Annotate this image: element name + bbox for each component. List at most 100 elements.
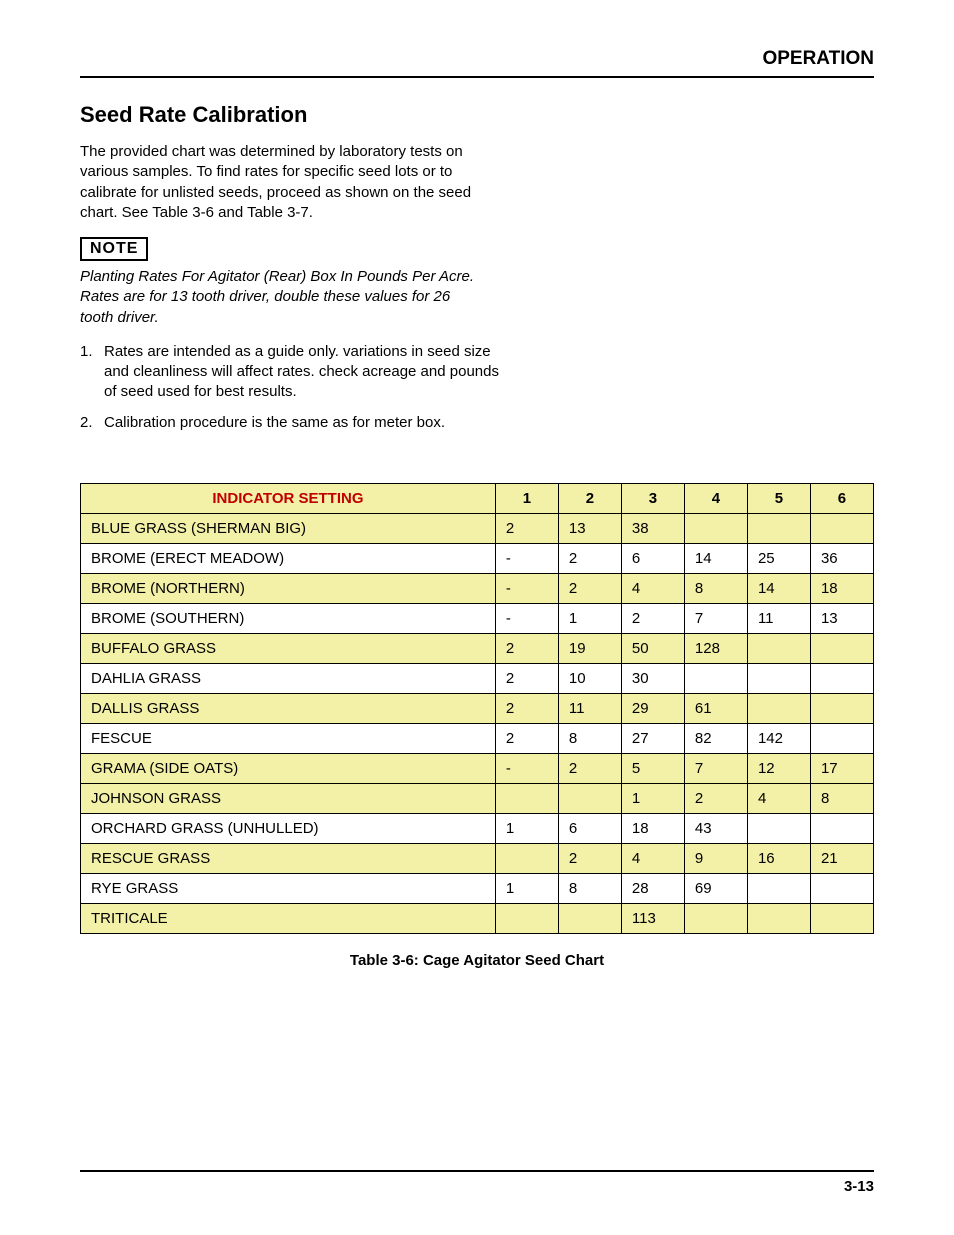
value-cell: 1 <box>621 783 684 813</box>
value-cell: - <box>495 573 558 603</box>
header-section-label: OPERATION <box>762 48 874 70</box>
value-cell: 14 <box>747 573 810 603</box>
value-cell: 19 <box>558 633 621 663</box>
value-cell: 38 <box>621 513 684 543</box>
value-cell <box>747 693 810 723</box>
value-cell: - <box>495 753 558 783</box>
seed-name-cell: DAHLIA GRASS <box>81 663 496 693</box>
page-footer: 3-13 <box>80 1170 874 1195</box>
page-number: 3-13 <box>844 1178 874 1195</box>
value-cell: - <box>495 603 558 633</box>
value-cell: 8 <box>558 723 621 753</box>
value-cell <box>495 843 558 873</box>
value-cell: 8 <box>684 573 747 603</box>
value-cell: 11 <box>747 603 810 633</box>
value-cell: 1 <box>495 813 558 843</box>
list-text: Rates are intended as a guide only. vari… <box>104 342 500 403</box>
value-cell: 8 <box>810 783 873 813</box>
page-header: OPERATION <box>80 48 874 78</box>
value-cell: 4 <box>621 573 684 603</box>
value-cell: 7 <box>684 603 747 633</box>
col-header-6: 6 <box>810 483 873 513</box>
table-row: FESCUE282782142 <box>81 723 874 753</box>
table-caption: Table 3-6: Cage Agitator Seed Chart <box>80 952 874 969</box>
value-cell <box>810 693 873 723</box>
seed-name-cell: BROME (ERECT MEADOW) <box>81 543 496 573</box>
notes-list: 1. Rates are intended as a guide only. v… <box>80 342 500 433</box>
value-cell <box>747 873 810 903</box>
col-header-4: 4 <box>684 483 747 513</box>
value-cell: 11 <box>558 693 621 723</box>
section-title: Seed Rate Calibration <box>80 102 874 128</box>
seed-name-cell: BLUE GRASS (SHERMAN BIG) <box>81 513 496 543</box>
col-header-1: 1 <box>495 483 558 513</box>
value-cell: 12 <box>747 753 810 783</box>
value-cell: 30 <box>621 663 684 693</box>
value-cell <box>810 663 873 693</box>
value-cell <box>558 903 621 933</box>
value-cell: 5 <box>621 753 684 783</box>
value-cell: 142 <box>747 723 810 753</box>
value-cell <box>810 513 873 543</box>
value-cell: 1 <box>495 873 558 903</box>
value-cell: 2 <box>495 633 558 663</box>
seed-rate-table: INDICATOR SETTING 1 2 3 4 5 6 BLUE GRASS… <box>80 483 874 934</box>
table-row: BUFFALO GRASS21950128 <box>81 633 874 663</box>
note-label-box: NOTE <box>80 237 148 261</box>
value-cell <box>495 903 558 933</box>
value-cell: 128 <box>684 633 747 663</box>
table-row: DALLIS GRASS2112961 <box>81 693 874 723</box>
table-row: RYE GRASS182869 <box>81 873 874 903</box>
intro-paragraph: The provided chart was determined by lab… <box>80 142 480 223</box>
value-cell <box>747 633 810 663</box>
value-cell <box>810 633 873 663</box>
value-cell <box>495 783 558 813</box>
value-cell <box>684 513 747 543</box>
seed-name-cell: ORCHARD GRASS (UNHULLED) <box>81 813 496 843</box>
list-number: 2. <box>80 413 104 433</box>
value-cell <box>558 783 621 813</box>
value-cell: - <box>495 543 558 573</box>
value-cell: 2 <box>495 693 558 723</box>
col-header-3: 3 <box>621 483 684 513</box>
seed-name-cell: DALLIS GRASS <box>81 693 496 723</box>
value-cell <box>684 903 747 933</box>
value-cell: 28 <box>621 873 684 903</box>
value-cell: 2 <box>495 513 558 543</box>
value-cell: 8 <box>558 873 621 903</box>
note-text: Planting Rates For Agitator (Rear) Box I… <box>80 267 480 328</box>
value-cell: 13 <box>810 603 873 633</box>
seed-name-cell: GRAMA (SIDE OATS) <box>81 753 496 783</box>
value-cell: 6 <box>621 543 684 573</box>
seed-name-cell: RYE GRASS <box>81 873 496 903</box>
value-cell <box>747 813 810 843</box>
value-cell: 25 <box>747 543 810 573</box>
value-cell: 2 <box>558 573 621 603</box>
value-cell: 69 <box>684 873 747 903</box>
value-cell: 7 <box>684 753 747 783</box>
table-row: RESCUE GRASS2491621 <box>81 843 874 873</box>
table-header-row: INDICATOR SETTING 1 2 3 4 5 6 <box>81 483 874 513</box>
value-cell: 27 <box>621 723 684 753</box>
value-cell <box>810 813 873 843</box>
value-cell: 2 <box>558 753 621 783</box>
value-cell: 21 <box>810 843 873 873</box>
seed-name-cell: BROME (NORTHERN) <box>81 573 496 603</box>
table-row: JOHNSON GRASS1248 <box>81 783 874 813</box>
value-cell: 82 <box>684 723 747 753</box>
list-item: 1. Rates are intended as a guide only. v… <box>80 342 500 403</box>
seed-name-cell: TRITICALE <box>81 903 496 933</box>
value-cell: 2 <box>684 783 747 813</box>
table-row: ORCHARD GRASS (UNHULLED)161843 <box>81 813 874 843</box>
header-indicator-setting: INDICATOR SETTING <box>81 483 496 513</box>
col-header-5: 5 <box>747 483 810 513</box>
seed-name-cell: RESCUE GRASS <box>81 843 496 873</box>
table-row: BROME (NORTHERN)-2481418 <box>81 573 874 603</box>
value-cell: 17 <box>810 753 873 783</box>
value-cell: 13 <box>558 513 621 543</box>
value-cell: 2 <box>621 603 684 633</box>
value-cell: 4 <box>621 843 684 873</box>
list-item: 2. Calibration procedure is the same as … <box>80 413 500 433</box>
value-cell: 18 <box>810 573 873 603</box>
seed-name-cell: FESCUE <box>81 723 496 753</box>
